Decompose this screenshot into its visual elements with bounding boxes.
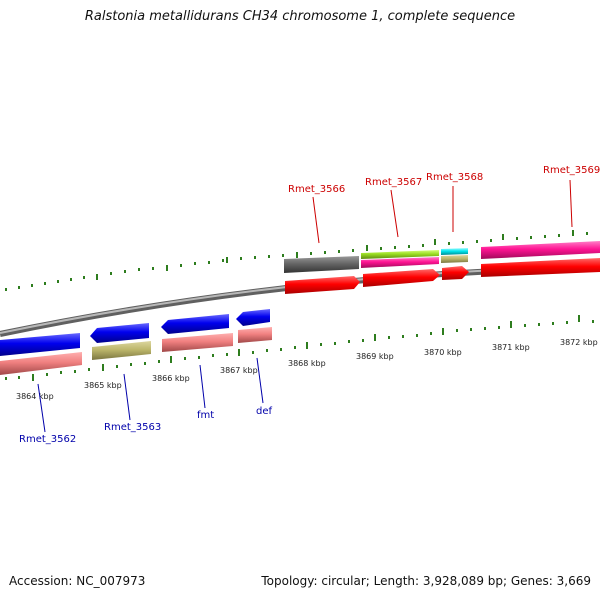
gene-label[interactable]: Rmet_3567	[365, 177, 422, 188]
gene-label[interactable]: Rmet_3562	[19, 434, 76, 445]
gene-label[interactable]: Rmet_3568	[426, 172, 483, 183]
cds-arrow	[285, 276, 360, 294]
kbp-label: 3870 kbp	[424, 348, 462, 357]
kbp-label: 3868 kbp	[288, 359, 326, 368]
gene-block	[361, 250, 439, 259]
kbp-label: 3869 kbp	[356, 352, 394, 361]
cds-arrow	[0, 333, 80, 356]
kbp-label: 3866 kbp	[152, 374, 190, 383]
cds-arrow	[481, 258, 600, 277]
accession-text: Accession: NC_007973	[9, 574, 146, 588]
kbp-label: 3865 kbp	[84, 381, 122, 390]
gene-block	[441, 255, 468, 263]
kbp-label: 3871 kbp	[492, 343, 530, 352]
cds-arrow	[236, 309, 270, 326]
label-leader-lines	[37, 179, 573, 433]
gene-labels: Rmet_3566 Rmet_3567 Rmet_3568 Rmet_3569 …	[19, 165, 600, 445]
upper-tick-ring	[5, 230, 588, 291]
gene-label[interactable]: Rmet_3566	[288, 184, 345, 195]
cds-arrow	[442, 266, 469, 280]
reverse-strand-features	[0, 309, 272, 375]
forward-strand-features	[284, 241, 600, 294]
gene-block	[238, 327, 272, 343]
gene-label[interactable]: fmt	[197, 410, 214, 421]
gene-label[interactable]: def	[256, 406, 273, 417]
kbp-labels: 3864 kbp 3865 kbp 3866 kbp 3867 kbp 3868…	[16, 338, 598, 401]
lower-tick-ring	[5, 315, 594, 381]
gene-block	[481, 241, 600, 259]
cds-arrow	[363, 269, 440, 287]
gene-block	[441, 248, 468, 255]
map-title: Ralstonia metallidurans CH34 chromosome …	[84, 9, 516, 24]
kbp-label: 3864 kbp	[16, 392, 54, 401]
gene-block	[0, 352, 82, 375]
cds-arrow	[161, 314, 229, 334]
cds-arrow	[90, 323, 149, 343]
gene-block	[284, 256, 359, 273]
gene-label[interactable]: Rmet_3563	[104, 422, 161, 433]
gene-label[interactable]: Rmet_3569	[543, 165, 600, 176]
kbp-label: 3867 kbp	[220, 366, 258, 375]
genome-stats-text: Topology: circular; Length: 3,928,089 bp…	[261, 574, 591, 588]
gene-block	[361, 257, 439, 268]
kbp-label: 3872 kbp	[560, 338, 598, 347]
gene-block	[162, 333, 233, 352]
gene-block	[92, 341, 151, 360]
